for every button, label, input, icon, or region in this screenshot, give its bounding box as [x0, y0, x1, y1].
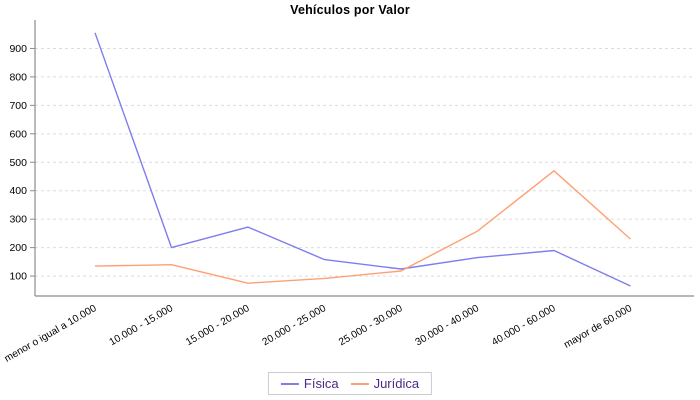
legend-swatch-icon — [350, 382, 369, 385]
series-line-jurídica — [94, 170, 631, 284]
x-category-label: mayor de 60.000 — [562, 303, 634, 351]
x-category-label: menor o igual a 10.000 — [3, 303, 99, 365]
y-tick-label: 700 — [9, 100, 27, 112]
y-tick-label: 300 — [9, 214, 27, 226]
legend-label: Jurídica — [373, 376, 420, 391]
chart-legend: Física Jurídica — [267, 372, 433, 395]
series-line-física — [94, 32, 631, 287]
chart-title: Vehículos por Valor — [290, 3, 410, 17]
x-category-label: 30.000 - 40.000 — [414, 303, 482, 348]
legend-item-jurídica: Jurídica — [350, 376, 420, 391]
y-tick-label: 900 — [9, 43, 27, 55]
legend-swatch-icon — [280, 382, 299, 385]
y-tick-label: 500 — [9, 157, 27, 169]
x-category-label: 20.000 - 25.000 — [261, 303, 329, 348]
x-category-label: 15.000 - 20.000 — [184, 303, 252, 348]
x-category-label: 25.000 - 30.000 — [337, 303, 405, 348]
y-tick-label: 200 — [9, 242, 27, 254]
x-category-label: 40.000 - 60.000 — [490, 303, 558, 348]
x-category-label: 10.000 - 15.000 — [108, 303, 176, 348]
y-tick-label: 800 — [9, 71, 27, 83]
y-tick-label: 600 — [9, 128, 27, 140]
y-tick-label: 100 — [9, 271, 27, 283]
legend-item-física: Física — [280, 376, 339, 391]
y-tick-label: 400 — [9, 185, 27, 197]
legend-label: Física — [303, 376, 339, 391]
